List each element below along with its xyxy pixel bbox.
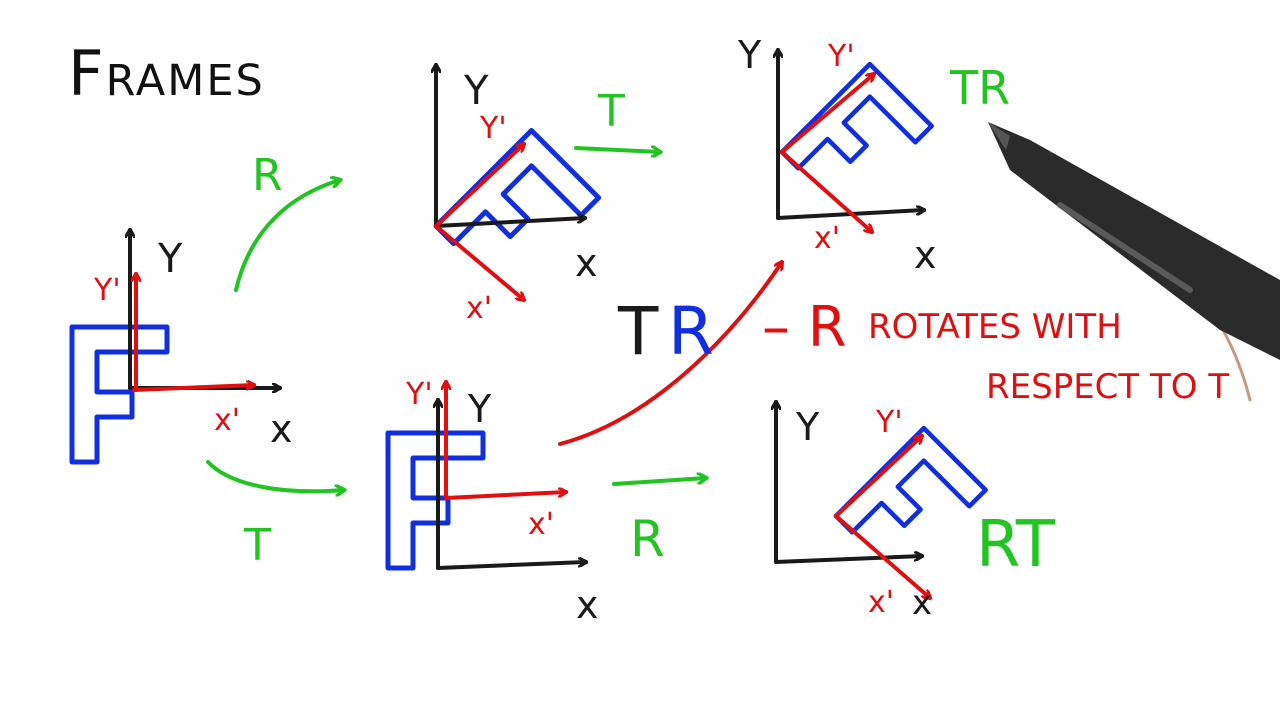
rotate-label-top: R [252, 150, 283, 201]
frame-tr: Y x Y' x' [737, 33, 937, 277]
f-shape-original [72, 327, 167, 462]
xprime-label-original: x' [214, 403, 240, 438]
x-label-original: x [270, 407, 293, 451]
frame-rotated: Y x Y' x' [436, 65, 599, 326]
frame-translated: Y x Y' x' [388, 377, 599, 627]
xprime-axis-tr [782, 152, 872, 232]
x-label-rt: x [912, 583, 932, 623]
yprime-label-rt: Y' [875, 405, 903, 440]
x-label-rotated: x [575, 241, 598, 285]
y-label-original: Y [157, 236, 183, 282]
translate-arrow-bottom [208, 462, 344, 491]
big-t-label: T [617, 293, 659, 370]
xprime-axis-translated [446, 492, 566, 498]
x-axis-translated [438, 562, 586, 568]
yprime-label-rotated: Y' [479, 111, 507, 146]
x-axis-rotated [436, 218, 585, 226]
y-label-rt: Y [795, 405, 820, 449]
result-rt-label: RT [976, 508, 1056, 582]
big-r-label: R [668, 293, 714, 370]
rotate-arrow-bottom [614, 478, 706, 484]
y-label-rotated: Y [463, 68, 489, 114]
frame-original: Y x Y' x' [72, 230, 293, 462]
x-label-translated: x [576, 583, 599, 627]
xprime-label-tr: x' [814, 221, 840, 256]
note-dash-r: – R [762, 295, 847, 360]
xprime-label-rt: x' [868, 585, 894, 620]
xprime-label-rotated: x' [466, 291, 492, 326]
translate-label-bottom: T [243, 520, 271, 571]
y-label-translated: Y [467, 387, 492, 431]
f-shape-translated [388, 433, 483, 568]
frame-rt: Y x Y' x' [776, 402, 986, 623]
rotate-label-bottom: R [630, 510, 665, 568]
yprime-label-translated: Y' [405, 377, 433, 412]
result-tr-label: TR [949, 61, 1010, 115]
xprime-label-translated: x' [528, 507, 554, 542]
note-line-2: RESPECT TO T [986, 367, 1229, 407]
yprime-label-original: Y' [93, 273, 121, 308]
note-line-1: ROTATES WITH [868, 307, 1122, 347]
page-title: Frames [68, 37, 265, 110]
x-axis-rt [776, 556, 922, 562]
y-label-tr: Y [737, 33, 762, 77]
translate-label-top: T [597, 86, 625, 137]
yprime-label-tr: Y' [827, 39, 855, 74]
translate-arrow-top [576, 148, 660, 152]
x-label-tr: x [914, 233, 937, 277]
